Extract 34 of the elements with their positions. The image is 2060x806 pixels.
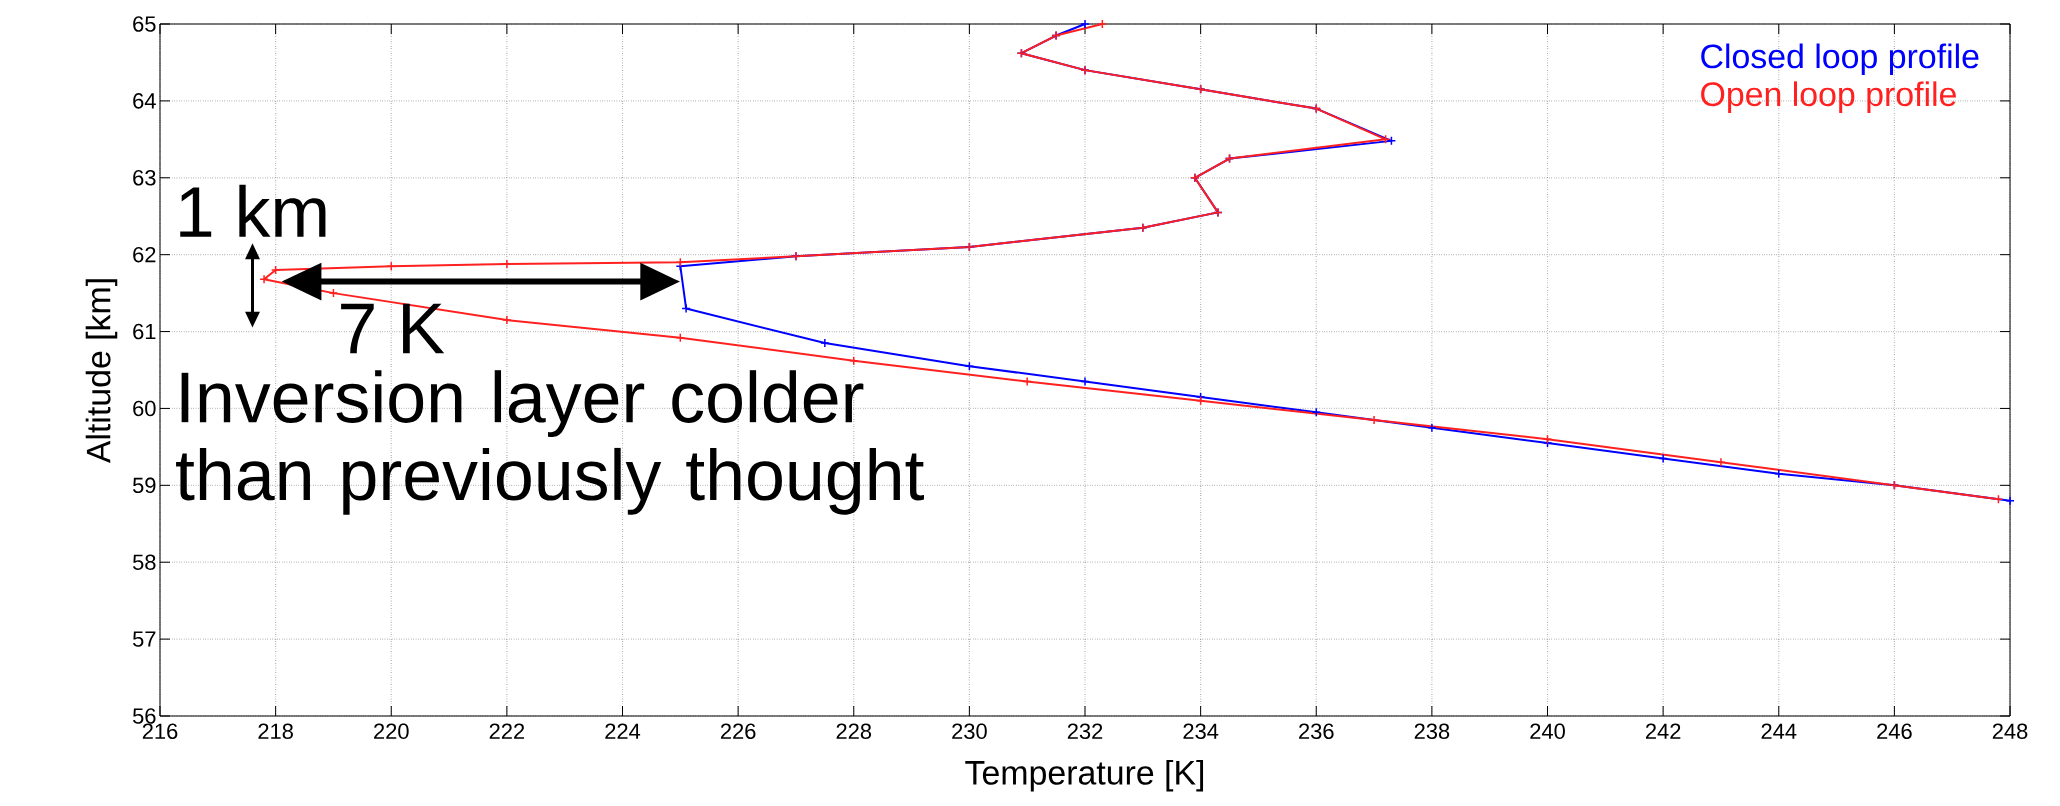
y-tick-label: 64 bbox=[133, 93, 156, 109]
y-tick-label: 65 bbox=[133, 16, 156, 32]
y-tick-label: 63 bbox=[133, 170, 156, 186]
text: Open loop profile bbox=[1701, 81, 1956, 113]
x-tick-label: 222 bbox=[489, 723, 525, 739]
x-tick-label: 244 bbox=[1761, 723, 1797, 739]
y-tick-label: 58 bbox=[132, 554, 156, 570]
x-tick-label: 224 bbox=[605, 723, 641, 739]
y-tick-label: 62 bbox=[133, 246, 156, 263]
annotation: Inversion layer colder than previously thought bbox=[176, 370, 924, 515]
x-tick-label: 218 bbox=[258, 723, 293, 740]
x-tick-label: 220 bbox=[374, 723, 409, 740]
y-tick-label: 56 bbox=[132, 708, 156, 724]
x-tick-label: 234 bbox=[1183, 723, 1219, 740]
x-tick-label: 242 bbox=[1645, 723, 1681, 739]
y-axis-title: Altitude [km] bbox=[85, 279, 118, 464]
x-tick-label: 238 bbox=[1414, 723, 1450, 740]
x-tick-label: 236 bbox=[1299, 723, 1334, 740]
x-tick-label: 216 bbox=[142, 723, 178, 740]
y-tick-label: 60 bbox=[133, 400, 156, 417]
x-tick-label: 230 bbox=[952, 723, 987, 740]
x-tick-label: 226 bbox=[720, 723, 756, 740]
annotation: 7 K bbox=[341, 303, 445, 354]
x-tick-label: 228 bbox=[836, 723, 872, 740]
text: Closed loop profile bbox=[1701, 43, 1979, 76]
x-axis-title: Temperature [K] bbox=[965, 759, 1204, 792]
y-tick-label: 59 bbox=[132, 477, 156, 494]
y-tick-label: 61 bbox=[133, 323, 156, 340]
x-tick-label: 232 bbox=[1067, 723, 1103, 740]
x-tick-label: 240 bbox=[1530, 723, 1565, 740]
annotation: 1 km bbox=[180, 184, 326, 237]
x-tick-label: 248 bbox=[1992, 723, 2028, 740]
y-tick-label: 57 bbox=[132, 631, 156, 647]
x-tick-label: 246 bbox=[1877, 723, 1912, 740]
